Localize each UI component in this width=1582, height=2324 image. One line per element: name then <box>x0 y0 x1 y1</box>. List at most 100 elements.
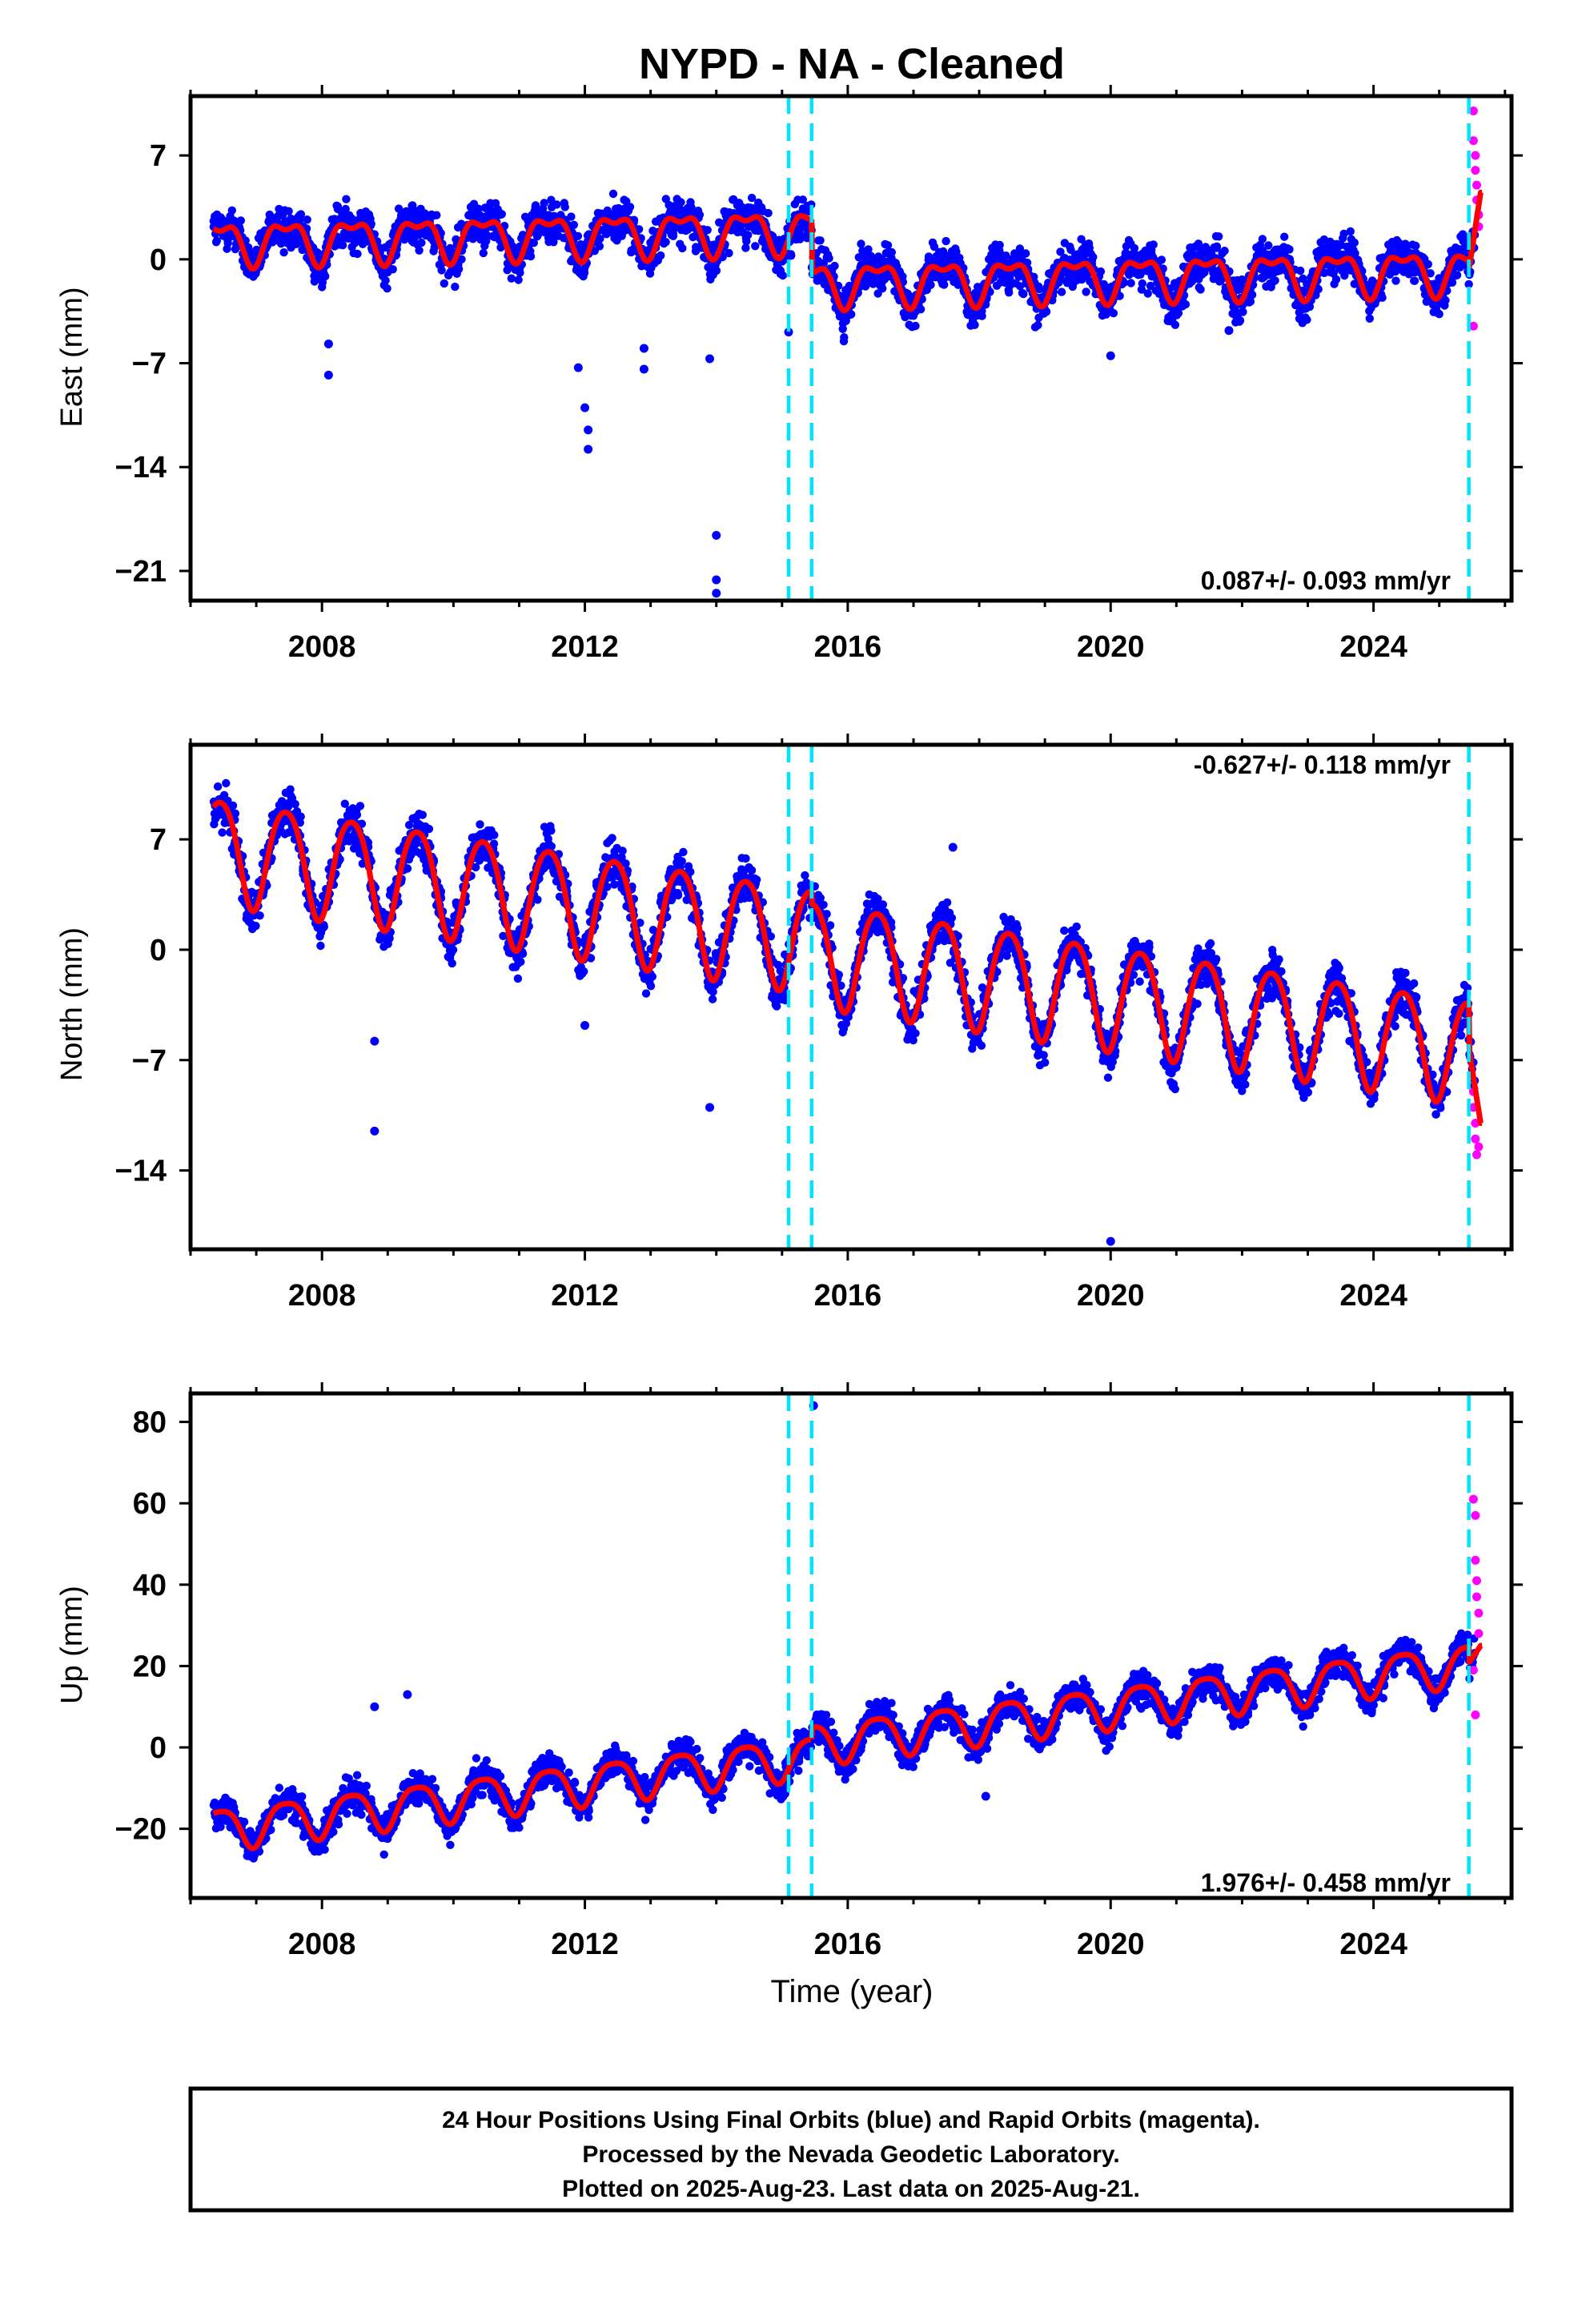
east-point <box>744 231 753 239</box>
north-point <box>819 900 828 910</box>
east-point <box>1034 284 1044 294</box>
east-point <box>1329 268 1339 277</box>
east-point <box>1042 308 1051 316</box>
east-ytick-label: −21 <box>115 555 167 589</box>
east-point <box>514 275 523 284</box>
east-plot-area <box>209 96 1484 601</box>
east-point <box>284 207 293 215</box>
north-point <box>222 778 231 788</box>
east-point <box>440 279 448 288</box>
east-point <box>479 248 488 258</box>
east-point <box>703 226 712 235</box>
north-point <box>476 820 484 829</box>
east-point <box>212 236 221 245</box>
east-point <box>830 261 839 271</box>
north-rate-label: -0.627+/- 0.118 mm/yr <box>1194 750 1451 779</box>
north-point <box>418 810 427 819</box>
east-point <box>1235 316 1245 325</box>
east-point <box>482 236 491 246</box>
north-point <box>251 922 260 931</box>
east-point <box>1350 238 1359 247</box>
east-point <box>678 243 687 253</box>
east-point <box>507 274 516 283</box>
north-point <box>291 799 299 809</box>
east-point <box>1137 285 1146 294</box>
east-point <box>854 253 864 262</box>
east-ytick-label: −7 <box>132 348 167 381</box>
east-point <box>1196 285 1205 294</box>
east-point <box>437 266 446 275</box>
east-point <box>911 321 920 331</box>
east-point <box>560 203 569 211</box>
east-point <box>1435 310 1443 319</box>
east-point <box>342 195 351 203</box>
north-point <box>213 782 223 791</box>
north-point <box>741 854 750 863</box>
east-point <box>451 282 460 292</box>
east-point <box>454 264 464 274</box>
east-point <box>1194 239 1203 248</box>
east-rate-label: 0.087+/- 0.093 mm/yr <box>1201 566 1451 595</box>
east-frame <box>188 94 1514 603</box>
east-outlier-point <box>1224 326 1234 336</box>
panel-north: North (mm) -0.627+/- 0.118 mm/yr 70−7−14… <box>55 734 1523 1313</box>
north-point <box>352 810 362 819</box>
east-point <box>1022 258 1032 267</box>
east-point <box>970 320 979 329</box>
north-point <box>513 974 523 983</box>
east-point <box>1264 241 1273 250</box>
north-point <box>648 972 656 981</box>
east-point <box>798 195 807 204</box>
east-point <box>1181 300 1191 309</box>
north-point <box>403 864 412 873</box>
east-point <box>741 243 750 252</box>
east-point <box>321 271 330 281</box>
east-point <box>420 209 429 218</box>
east-point <box>1220 247 1229 255</box>
east-point <box>1239 308 1247 316</box>
east-outlier-point <box>584 425 593 435</box>
east-point <box>1157 255 1166 264</box>
east-point <box>656 251 665 260</box>
east-point <box>1285 245 1294 254</box>
east-point <box>596 235 604 243</box>
east-point <box>1246 297 1255 306</box>
north-point <box>646 982 656 991</box>
east-point <box>1187 277 1197 286</box>
east-point <box>1303 316 1311 324</box>
east-point <box>940 280 949 289</box>
east-point <box>847 310 856 319</box>
east-point <box>930 242 939 251</box>
east-point <box>552 200 561 209</box>
north-point <box>580 967 588 976</box>
north-point <box>516 957 525 967</box>
east-point <box>516 268 524 277</box>
north-point <box>424 824 434 834</box>
east-point <box>841 316 850 325</box>
east-point <box>1441 296 1450 305</box>
east-point <box>540 199 548 207</box>
east-point <box>669 231 678 240</box>
east-point <box>751 242 760 251</box>
north-point <box>673 889 682 898</box>
east-ytick-label: 0 <box>150 243 167 277</box>
east-outlier-point <box>323 370 333 380</box>
east-point <box>608 189 618 199</box>
east-point <box>1057 287 1066 296</box>
east-point <box>573 231 583 240</box>
east-point <box>580 268 589 277</box>
east-point <box>839 336 849 346</box>
east-point <box>1410 276 1419 285</box>
east-point <box>1015 282 1025 291</box>
east-point <box>725 248 733 258</box>
east-point <box>1019 289 1028 299</box>
east-point <box>1126 279 1135 287</box>
east-point <box>388 265 397 274</box>
east-point <box>1146 281 1155 291</box>
north-point <box>679 847 688 857</box>
east-point <box>227 206 236 215</box>
figure-title: NYPD - NA - Cleaned <box>639 40 1065 88</box>
east-rapid-point <box>1471 166 1480 175</box>
east-point <box>1452 271 1462 279</box>
